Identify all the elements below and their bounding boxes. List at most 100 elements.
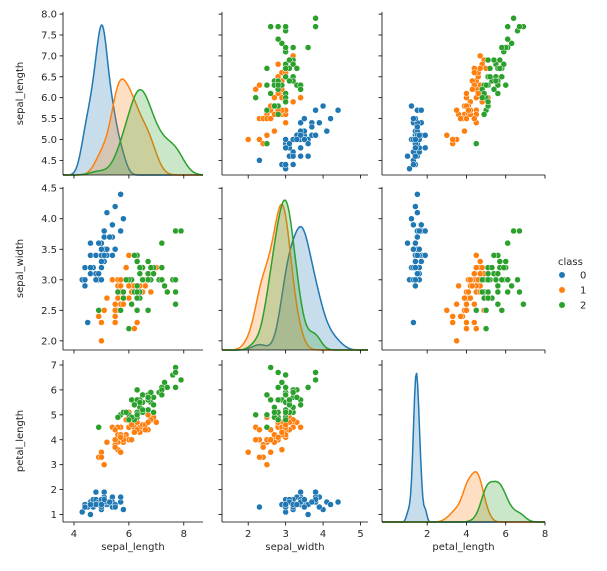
point-class-1-3 xyxy=(111,319,119,326)
point-class-1-44 xyxy=(114,294,122,302)
point-class-2-37 xyxy=(286,77,293,85)
point-class-2-26 xyxy=(274,416,282,424)
point-class-2-47 xyxy=(282,73,289,81)
point-class-0-36 xyxy=(111,503,119,511)
point-class-2-23 xyxy=(133,294,141,302)
kde-fill-class-2 xyxy=(63,89,203,175)
point-class-1-41 xyxy=(128,421,135,429)
point-class-2-19 xyxy=(125,325,133,332)
point-class-2-22 xyxy=(274,369,282,376)
point-class-2-33 xyxy=(133,288,141,296)
point-class-1-8 xyxy=(142,282,149,290)
point-class-0-41 xyxy=(256,157,263,164)
point-class-2-44 xyxy=(496,258,504,265)
legend-items: 0 1 2 xyxy=(558,271,586,312)
point-class-0-24 xyxy=(92,488,100,496)
point-class-1-25 xyxy=(142,426,149,434)
x-axis-label-petal_length: petal_length xyxy=(432,542,494,553)
point-class-1-28 xyxy=(125,282,133,290)
y-tick-label: 4.5 xyxy=(41,184,57,195)
panel-sepal_length-vs-sepal_length: 4.5 5.0 5.5 6.0 6.5 7.0 7.5 8.0 xyxy=(41,10,204,179)
point-class-0-8 xyxy=(412,282,419,290)
point-class-1-43 xyxy=(256,453,263,461)
x-tick-label: 6 xyxy=(503,529,509,540)
point-class-2-43 xyxy=(289,389,297,396)
point-class-2-25 xyxy=(289,44,297,51)
point-class-0-32 xyxy=(414,209,421,216)
point-class-1-9 xyxy=(103,439,111,446)
point-class-2-40 xyxy=(144,270,152,277)
point-class-1-0 xyxy=(153,419,160,426)
point-class-2-49 xyxy=(122,409,130,416)
point-class-0-49 xyxy=(412,136,419,143)
panels: 4.5 5.0 5.5 6.0 6.5 7.0 7.5 8.0 2.0 2.5 3.0 3.5 4.0 4… xyxy=(41,10,548,540)
point-class-0-41 xyxy=(410,319,417,326)
point-class-2-0 xyxy=(133,386,141,394)
y-axis-label-sepal_length: sepal_length xyxy=(15,62,26,126)
panel-sepal_width-vs-sepal_length: 2.0 2.5 3.0 3.5 4.0 4.5 xyxy=(41,184,203,354)
point-class-2-35 xyxy=(282,23,289,30)
point-class-2-44 xyxy=(144,394,152,401)
point-class-2-26 xyxy=(478,288,486,296)
point-class-2-13 xyxy=(117,307,124,314)
point-class-1-7 xyxy=(449,313,456,320)
point-class-2-9 xyxy=(304,384,312,391)
point-class-1-3 xyxy=(463,319,470,326)
point-class-0-15 xyxy=(117,191,124,198)
point-class-2-30 xyxy=(504,35,511,43)
point-class-1-14 xyxy=(455,282,462,290)
point-class-2-41 xyxy=(484,56,492,64)
point-class-2-17 xyxy=(312,369,319,376)
y-tick-label: 7 xyxy=(51,360,57,371)
point-class-2-22 xyxy=(172,369,179,376)
point-class-2-0 xyxy=(502,81,509,89)
point-class-0-42 xyxy=(81,264,89,271)
point-class-0-22 xyxy=(404,239,411,247)
y-tick-label: 4.0 xyxy=(41,214,57,225)
kde-fill-class-0 xyxy=(63,25,203,175)
point-class-1-40 xyxy=(471,115,478,122)
kde-fill-class-1 xyxy=(222,204,368,350)
point-class-1-43 xyxy=(449,136,456,143)
point-class-0-49 xyxy=(293,501,301,508)
point-class-1-34 xyxy=(282,119,289,127)
point-class-2-48 xyxy=(297,86,304,93)
kde-fill-class-1 xyxy=(63,79,203,175)
point-class-0-16 xyxy=(316,503,323,511)
point-class-0-34 xyxy=(414,270,421,277)
point-class-0-34 xyxy=(95,270,102,277)
point-class-2-32 xyxy=(274,396,282,404)
point-class-2-18 xyxy=(267,23,274,30)
point-class-2-49 xyxy=(282,409,289,416)
point-class-0-22 xyxy=(304,511,312,518)
point-class-0-22 xyxy=(87,511,94,518)
point-class-2-22 xyxy=(274,23,282,30)
point-class-2-30 xyxy=(504,288,511,296)
point-class-2-30 xyxy=(164,288,171,296)
y-axis-label-sepal_width: sepal_width xyxy=(15,239,26,298)
point-class-0-25 xyxy=(282,136,289,143)
point-class-0-33 xyxy=(327,501,334,508)
y-tick-label: 6.0 xyxy=(41,93,57,104)
point-class-0-14 xyxy=(120,215,127,222)
y-tick-label: 6.5 xyxy=(41,72,57,83)
point-class-1-14 xyxy=(278,446,286,453)
point-class-2-43 xyxy=(147,264,155,271)
point-class-1-20 xyxy=(289,98,297,106)
point-class-2-0 xyxy=(133,258,141,265)
y-tick-label: 5.0 xyxy=(41,135,57,146)
point-class-2-49 xyxy=(484,98,492,106)
point-class-2-38 xyxy=(478,94,486,101)
point-class-1-10 xyxy=(244,448,252,456)
point-class-2-45 xyxy=(144,276,152,284)
point-class-0-31 xyxy=(109,252,116,259)
point-class-2-31 xyxy=(510,15,517,22)
point-class-2-34 xyxy=(267,90,274,97)
point-class-0-31 xyxy=(297,119,304,127)
point-class-2-41 xyxy=(286,56,293,64)
point-class-0-47 xyxy=(87,501,94,508)
point-class-2-30 xyxy=(164,384,171,391)
y-tick-label: 4.5 xyxy=(41,156,57,167)
point-class-1-43 xyxy=(449,319,456,326)
